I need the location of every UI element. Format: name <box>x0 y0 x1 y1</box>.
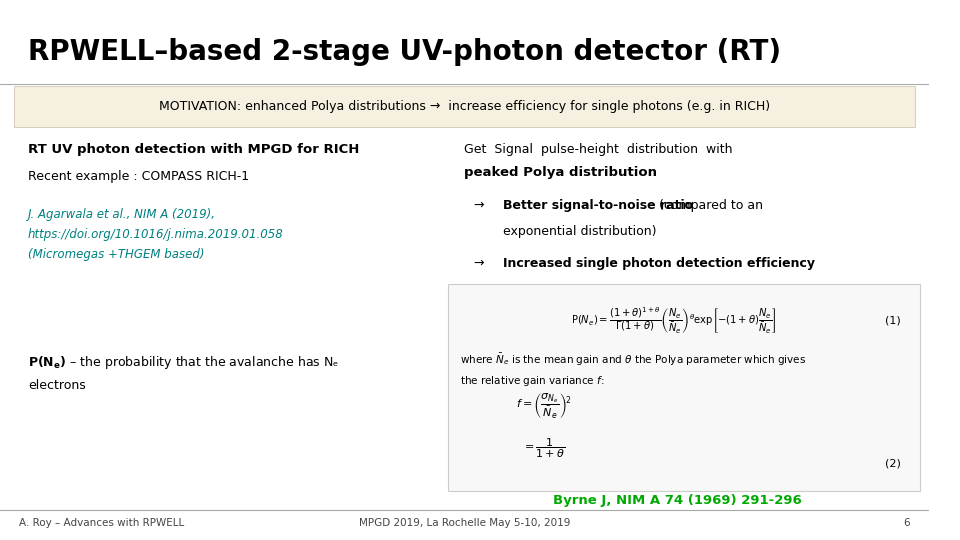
Text: https://doi.org/10.1016/j.nima.2019.01.058: https://doi.org/10.1016/j.nima.2019.01.0… <box>28 228 283 241</box>
Text: electrons: electrons <box>28 379 85 392</box>
Text: 6: 6 <box>903 518 910 529</box>
Text: Better signal-to-noise ratio: Better signal-to-noise ratio <box>503 199 693 212</box>
Text: RT UV photon detection with MPGD for RICH: RT UV photon detection with MPGD for RIC… <box>28 143 359 156</box>
Text: peaked Polya distribution: peaked Polya distribution <box>465 166 658 179</box>
Text: $f = \left(\dfrac{\sigma_{N_e}}{\bar{N}_e}\right)^{\!2}$: $f = \left(\dfrac{\sigma_{N_e}}{\bar{N}_… <box>516 392 571 421</box>
FancyBboxPatch shape <box>448 284 921 491</box>
Text: MOTIVATION: enhanced Polya distributions →  increase efficiency for single photo: MOTIVATION: enhanced Polya distributions… <box>158 100 770 113</box>
Text: exponential distribution): exponential distribution) <box>503 225 657 238</box>
Text: the relative gain variance $f$:: the relative gain variance $f$: <box>460 374 604 388</box>
Text: MPGD 2019, La Rochelle May 5-10, 2019: MPGD 2019, La Rochelle May 5-10, 2019 <box>359 518 570 529</box>
FancyBboxPatch shape <box>14 86 915 127</box>
Text: (2): (2) <box>885 459 900 469</box>
Text: Get  Signal  pulse-height  distribution  with: Get Signal pulse-height distribution wit… <box>465 143 732 156</box>
Text: Increased single photon detection efficiency: Increased single photon detection effici… <box>503 257 815 270</box>
Text: (Micromegas +THGEM based): (Micromegas +THGEM based) <box>28 248 204 261</box>
Text: Recent example : COMPASS RICH-1: Recent example : COMPASS RICH-1 <box>28 170 249 183</box>
Text: $\mathbf{P(N_e)}$ – the probability that the avalanche has Nₑ: $\mathbf{P(N_e)}$ – the probability that… <box>28 354 339 370</box>
Text: Byrne J, NIM A 74 (1969) 291-296: Byrne J, NIM A 74 (1969) 291-296 <box>554 494 803 507</box>
Text: (compared to an: (compared to an <box>655 199 762 212</box>
Text: $= \dfrac{1}{1+\theta}$: $= \dfrac{1}{1+\theta}$ <box>521 436 564 460</box>
Text: →: → <box>473 199 484 212</box>
Text: (1): (1) <box>885 316 900 326</box>
Text: RPWELL–based 2-stage UV-photon detector (RT): RPWELL–based 2-stage UV-photon detector … <box>28 38 781 66</box>
Text: →: → <box>473 257 484 270</box>
Text: A. Roy – Advances with RPWELL: A. Roy – Advances with RPWELL <box>18 518 183 529</box>
Text: J. Agarwala et al., NIM A (2019),: J. Agarwala et al., NIM A (2019), <box>28 208 216 221</box>
Text: $\mathrm{P}(N_e) = \dfrac{(1+\theta)^{1+\theta}}{\Gamma(1+\theta)}\left(\dfrac{N: $\mathrm{P}(N_e) = \dfrac{(1+\theta)^{1+… <box>570 305 776 336</box>
Text: where $\bar{N}_e$ is the mean gain and $\theta$ the Polya parameter which gives: where $\bar{N}_e$ is the mean gain and $… <box>460 352 806 368</box>
